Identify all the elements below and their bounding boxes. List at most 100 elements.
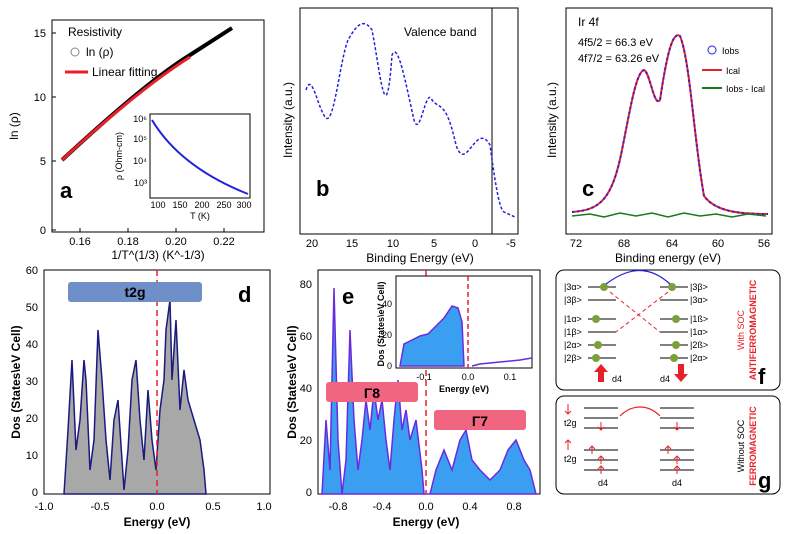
state-label: |2ß>	[690, 340, 708, 350]
panel-e-xlabel: Energy (eV)	[393, 515, 460, 529]
ytick: 15	[34, 28, 46, 40]
panel-f-frame	[555, 269, 781, 391]
gamma8-label: Γ8	[364, 385, 380, 401]
gamma8-band-bar	[326, 382, 418, 402]
panel-f-left-states: |3α> |3β> |1α> |1β> |2α> |2β>	[564, 282, 582, 363]
xtick: 5	[431, 238, 437, 250]
state-label: |1α>	[564, 314, 582, 324]
state-label: |3β>	[690, 282, 708, 292]
ytick: 10⁶	[133, 114, 147, 124]
panel-g-spins	[588, 422, 681, 474]
panel-b-title: Valence band	[404, 25, 477, 39]
ytick: 20	[26, 413, 38, 425]
ytick: 20	[382, 330, 392, 340]
t2g-bottom-label: t2g	[564, 454, 577, 464]
ytick: 60	[26, 265, 38, 277]
xtick: 15	[346, 238, 358, 250]
panel-c-xlabel: Binding energy (eV)	[615, 251, 721, 265]
xtick: 72	[570, 238, 582, 250]
xtick: 0.0	[418, 501, 433, 513]
state-label: |2β>	[564, 353, 582, 363]
ytick: 40	[26, 339, 38, 351]
xtick: 64	[666, 238, 678, 250]
inset-xlabel: T (K)	[190, 211, 210, 221]
xtick: -1.0	[35, 501, 54, 513]
xtick: 150	[172, 200, 187, 210]
state-label: |2α>	[564, 340, 582, 350]
legend-label: Iobs	[722, 46, 740, 56]
ytick: 40	[300, 383, 312, 395]
panel-a-title: Resistivity	[68, 25, 122, 39]
legend-label: Ical	[726, 66, 740, 76]
ytick: 50	[26, 302, 38, 314]
state-label: |1α>	[690, 327, 708, 337]
panel-f-soc-label: With SOC	[736, 310, 746, 351]
ytick: 0	[32, 487, 38, 499]
panel-a-ylabel: ln (ρ)	[7, 112, 21, 140]
state-label: |3β>	[564, 295, 582, 305]
xtick: 0.0	[462, 372, 475, 382]
panel-c-ylabel: Intensity (a.u.)	[545, 82, 559, 158]
panel-e-yticks: 0 20 40 60 80	[300, 279, 312, 499]
panel-f-order-label: ANTIFERROMAGNETIC	[748, 279, 758, 380]
panel-b-ylabel: Intensity (a.u.)	[281, 82, 295, 158]
ytick: 80	[300, 279, 312, 291]
xtick: 0.20	[165, 236, 186, 248]
d4-label: d4	[660, 374, 670, 384]
inset-xlabel: Energy (eV)	[439, 384, 489, 394]
panel-a-xticks: 0.16 0.18 0.20 0.22	[69, 228, 235, 248]
iobs-data-points	[571, 34, 769, 215]
legend-label: ln (ρ)	[86, 45, 114, 59]
legend-label: Linear fitting	[92, 65, 157, 79]
panel-d-xlabel: Energy (eV)	[124, 515, 191, 529]
state-label: |3α>	[690, 295, 708, 305]
xtick: 68	[618, 238, 630, 250]
panel-g-letter: g	[758, 468, 771, 493]
ytick: 40	[382, 299, 392, 309]
valence-band-data	[305, 23, 517, 219]
ytick: 5	[40, 156, 46, 168]
panel-c-letter: c	[582, 176, 594, 201]
inset-dos-curve	[399, 305, 465, 367]
xtick: 56	[758, 238, 770, 250]
panel-c-xticks: 72 68 64 60 56	[570, 238, 770, 250]
xtick: -0.5	[91, 501, 110, 513]
xtick: 0.1	[504, 372, 517, 382]
xtick: 20	[306, 238, 318, 250]
state-label: |1β>	[564, 327, 582, 337]
ytick: 10	[26, 450, 38, 462]
panel-d-ylabel: Dos (States\eV Cell)	[9, 325, 23, 438]
panel-f: |3α> |3β> |1α> |1β> |2α> |2β> |3β> |3α> …	[555, 269, 781, 391]
state-label: |3α>	[564, 282, 582, 292]
panel-f-right-states: |3β> |3α> |1ß> |1α> |2ß> |2α>	[690, 282, 708, 363]
state-label: |2α>	[690, 353, 708, 363]
xtick: 0.0	[149, 501, 164, 513]
ytick: 10⁴	[133, 156, 147, 166]
t2g-band-bar	[68, 282, 202, 302]
inset-rho-curve	[151, 119, 249, 195]
panel-c-line1: 4f5/2 = 66.3 eV	[578, 37, 654, 49]
panel-a: 0 5 10 15 0.16 0.18 0.20 0.22 ln (ρ) 1/T…	[7, 19, 265, 262]
panel-e-inset: 0 20 40 -0.1 0.0 0.1 Energy (eV) Dos (St…	[376, 275, 533, 394]
ytick: 0	[40, 225, 46, 237]
panel-a-inset: 10³ 10⁴ 10⁵ 10⁶ 100 150 200 250 300 T (K…	[114, 113, 252, 221]
xtick: -0.8	[329, 501, 348, 513]
panel-g: t2g t2g d4 d4 Without SOC FERROMAGNETIC …	[555, 395, 781, 495]
ytick: 20	[300, 435, 312, 447]
hybridization-line	[615, 291, 669, 333]
hopping-arrow	[619, 406, 661, 417]
panel-g-frame	[555, 395, 781, 495]
xtick: 0.8	[506, 501, 521, 513]
gamma7-band-bar	[434, 410, 526, 430]
ytick: 60	[300, 331, 312, 343]
inset-ylabel: ρ (Ohm-cm)	[114, 132, 124, 180]
panel-f-letter: f	[758, 364, 766, 389]
panel-a-letter: a	[60, 178, 73, 203]
ytick: 30	[26, 376, 38, 388]
xtick: 250	[216, 200, 231, 210]
inset-dos-tail	[471, 357, 533, 367]
panel-e-xticks: -0.8 -0.4 0.0 0.4 0.8	[329, 501, 522, 513]
ytick: 10⁵	[133, 134, 147, 144]
xtick: -5	[506, 238, 516, 250]
